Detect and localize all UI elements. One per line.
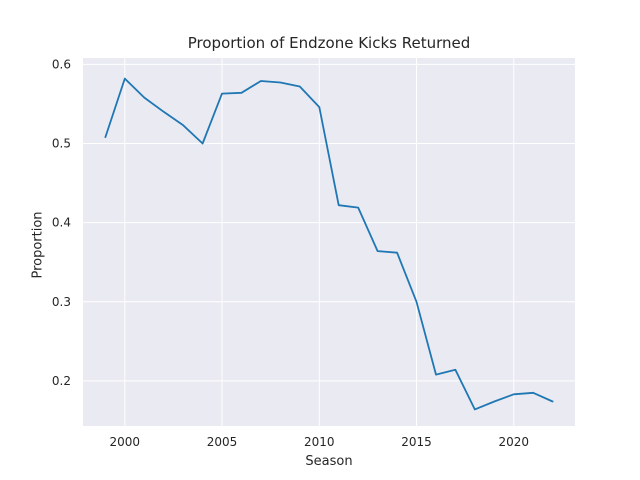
x-tick-label: 2015 (401, 435, 432, 449)
x-tick-label: 2010 (304, 435, 335, 449)
x-tick-label: 2020 (498, 435, 529, 449)
plot-background (83, 58, 575, 426)
x-axis-label: Season (305, 454, 353, 469)
y-tick-label: 0.4 (52, 216, 71, 230)
y-tick-label: 0.6 (52, 57, 71, 71)
y-axis-label: Proportion (30, 211, 46, 279)
y-tick-label: 0.3 (52, 295, 71, 309)
x-tick-label: 2000 (110, 435, 141, 449)
y-tick-label: 0.2 (52, 374, 71, 388)
x-tick-label: 2005 (207, 435, 238, 449)
y-tick-label: 0.5 (52, 136, 71, 150)
chart-title: Proportion of Endzone Kicks Returned (187, 34, 471, 52)
series-line (104, 77, 554, 411)
